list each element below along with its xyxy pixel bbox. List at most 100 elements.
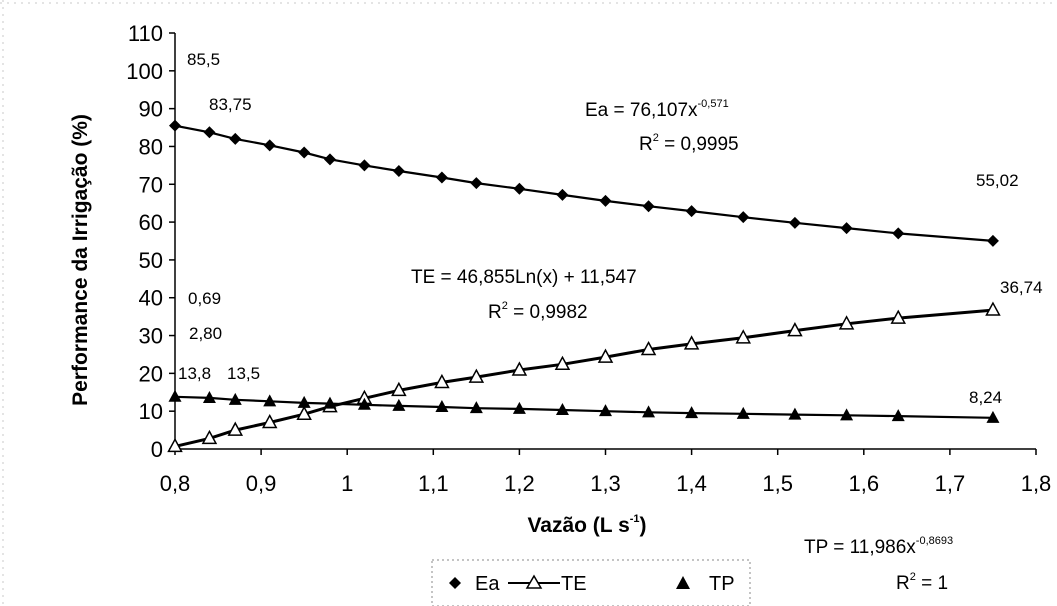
series-tp-point	[469, 401, 483, 414]
series-ea-point	[169, 119, 181, 132]
x-tick-label: 1,1	[418, 471, 449, 496]
series-ea-point	[470, 177, 483, 190]
legend-tp-triangle-icon	[676, 576, 690, 589]
series-te-point	[391, 381, 407, 397]
legend-tp-label: TP	[709, 573, 735, 595]
x-tick-label: 1	[341, 471, 353, 496]
series-tp-point	[555, 403, 569, 416]
data-label: 36,74	[1000, 278, 1043, 297]
series-te-point	[640, 340, 657, 356]
series-ea-line	[174, 124, 993, 242]
data-label: 13,8	[178, 364, 211, 383]
series-ea-point	[229, 132, 242, 145]
series-ea-point	[435, 171, 448, 184]
ea-r2-sup: 2	[653, 132, 659, 144]
series-markers	[167, 119, 1001, 453]
data-label: 0,69	[188, 289, 221, 308]
series-ea-point	[323, 153, 336, 166]
series-lines	[174, 124, 994, 448]
x-tick-label: 1,7	[935, 471, 966, 496]
series-te-point	[554, 355, 571, 371]
series-tp-point	[685, 406, 699, 419]
ea-r2: R2 = 0,9995	[639, 132, 739, 155]
tp-r2-value: = 1	[916, 573, 948, 594]
series-tp-point	[840, 408, 854, 421]
series-ea-point	[556, 188, 569, 201]
series-tp-line	[174, 395, 993, 419]
series-ea-point	[986, 234, 999, 247]
te-r2-sup: 2	[502, 300, 508, 312]
series-ea-point	[392, 165, 405, 178]
x-tick-label: 1,6	[849, 471, 880, 496]
y-tick-label: 100	[126, 59, 163, 84]
x-tick-label: 0,8	[160, 471, 191, 496]
data-label: 2,80	[189, 324, 222, 343]
tp-equation-exp: -0,8693	[916, 535, 953, 547]
x-tick-label: 1,8	[1021, 471, 1052, 496]
series-ea-point	[203, 126, 216, 139]
x-tick-label: 0,9	[246, 471, 277, 496]
x-tick-label: 1,3	[590, 471, 621, 496]
legend-te-triangle-icon	[525, 574, 543, 589]
x-axis: 0,8 0,9 1 1,1 1,2 1,3 1,4 1,5 1,6 1,7 1,8	[160, 448, 1052, 496]
series-te-point	[787, 322, 803, 337]
te-r2-label: R	[488, 302, 502, 323]
series-tp-point	[891, 409, 905, 422]
x-axis-title-sup: -1	[630, 513, 640, 525]
y-tick-label: 70	[139, 172, 163, 197]
series-tp-point	[986, 410, 1000, 423]
y-tick-label: 90	[139, 97, 163, 122]
y-axis-title: Performance da Irrigação (%)	[69, 114, 92, 406]
series-tp-point	[297, 395, 311, 408]
legend-te-label: TE	[561, 573, 587, 595]
ea-equation-exp: -0,571	[698, 98, 729, 110]
y-tick-label: 80	[139, 134, 163, 159]
x-axis-title-main: Vazão (L s	[527, 514, 629, 537]
ea-r2-value: = 0,9995	[659, 134, 739, 155]
ea-r2-label: R	[639, 134, 653, 155]
x-tick-label: 1,5	[762, 471, 793, 496]
series-tp-point	[228, 392, 242, 405]
series-te-point	[985, 301, 1001, 316]
series-ea-point	[892, 227, 905, 240]
series-ea-point	[840, 222, 853, 235]
tp-equation-main: TP = 11,986x	[804, 537, 916, 558]
x-tick-label: 1,2	[504, 471, 535, 496]
series-te-point	[296, 405, 312, 420]
ea-equation: Ea = 76,107x-0,571	[585, 98, 729, 121]
tp-r2-label: R	[896, 573, 910, 594]
series-te-point	[838, 315, 855, 330]
y-tick-label: 110	[128, 21, 163, 46]
y-tick-label: 60	[139, 210, 163, 235]
series-tp-point	[599, 404, 612, 417]
y-tick-label: 0	[151, 437, 163, 462]
y-tick-label: 20	[139, 361, 163, 386]
series-ea-point	[685, 205, 698, 218]
te-r2-value: = 0,9982	[508, 302, 588, 323]
y-axis: 0 10 20 30 40 50 60 70 80 90 100 110	[126, 21, 176, 462]
y-tick-label: 10	[139, 399, 163, 424]
x-axis-title-end: )	[640, 514, 647, 537]
point-labels: 85,5 83,75 55,02 0,69 2,80 36,74 13,8 13,5 8,24	[178, 50, 1043, 407]
data-label: 85,5	[187, 50, 220, 69]
series-tp-point	[736, 406, 750, 419]
series-tp-point	[323, 396, 337, 409]
series-ea-point	[298, 146, 311, 159]
series-te-point	[201, 429, 218, 445]
legend-ea-label: Ea	[475, 573, 500, 595]
y-tick-label: 30	[139, 324, 163, 349]
series-tp-point	[642, 405, 656, 418]
series-te-point	[735, 329, 752, 344]
series-te-point	[227, 421, 244, 436]
y-tick-label: 40	[139, 286, 163, 311]
data-label: 55,02	[976, 171, 1019, 190]
series-ea-point	[358, 159, 371, 172]
series-te-point	[261, 413, 278, 429]
x-axis-title: Vazão (L s-1)	[527, 513, 646, 537]
series-te-point	[890, 309, 906, 324]
series-te-point	[683, 335, 700, 350]
series-te-point	[511, 361, 528, 376]
series-tp-point	[357, 397, 371, 410]
ea-equation-main: Ea = 76,107x	[585, 100, 698, 121]
